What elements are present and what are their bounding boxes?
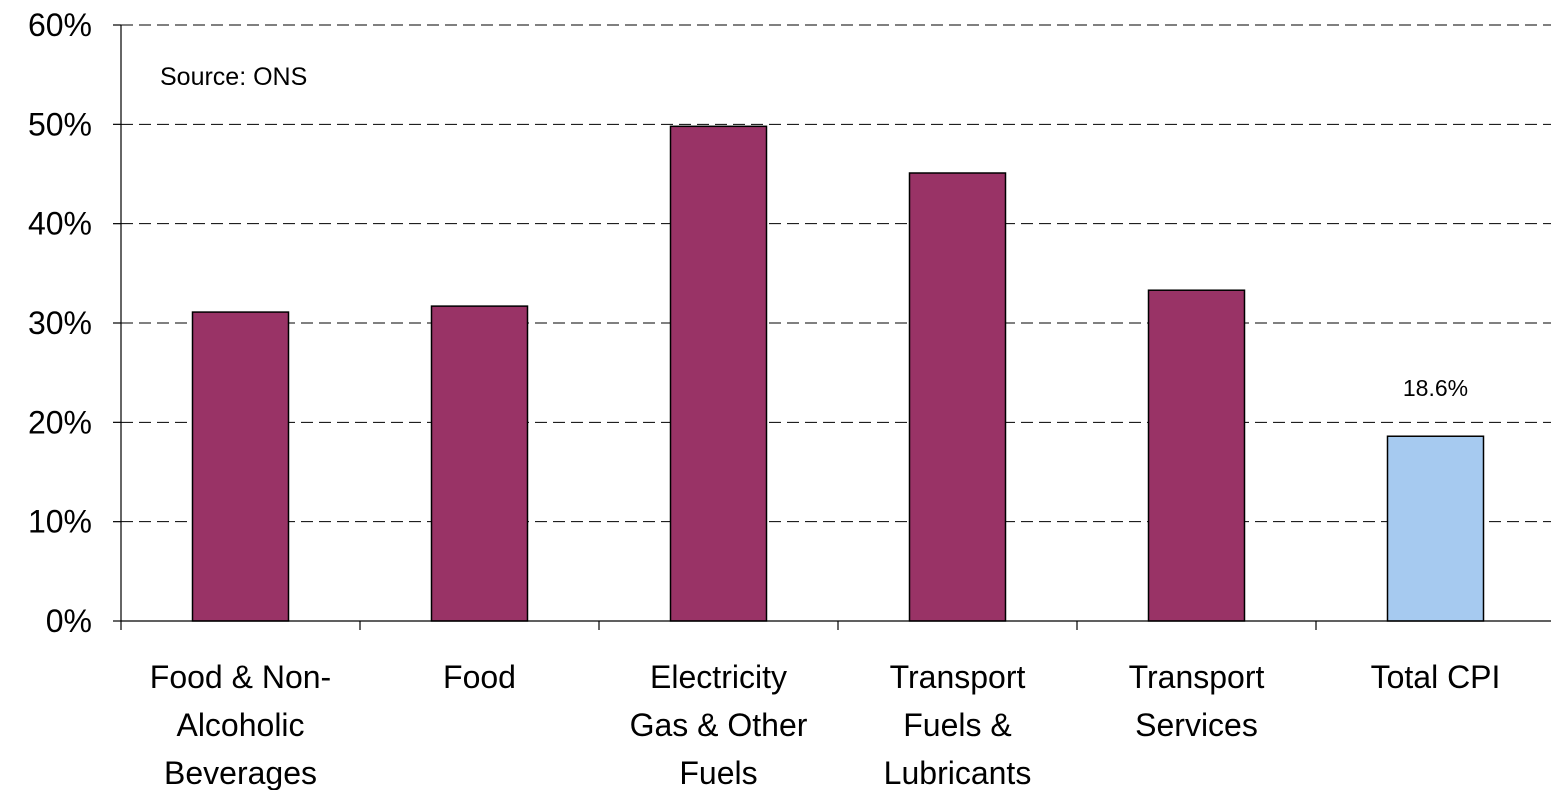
bar (430, 305, 529, 622)
data-label: 18.6% (1403, 375, 1468, 401)
y-tick-label: 40% (28, 206, 92, 242)
y-tick-label: 50% (28, 106, 92, 142)
category-label: Transport Fuels & Lubricants (884, 659, 1032, 790)
category-label: Food & Non-Alcoholic Beverages (150, 659, 331, 790)
y-tick-label: 30% (28, 305, 92, 341)
axes (120, 25, 1551, 630)
y-tick-label: 10% (28, 504, 92, 540)
x-axis-category-labels: Food & Non-Alcoholic Beverages Food Electri… (150, 659, 1501, 790)
bar (669, 125, 768, 622)
y-tick-label: 0% (46, 603, 92, 639)
bar (908, 172, 1007, 622)
gridlines (113, 24, 1551, 622)
bar (1147, 289, 1246, 622)
data-labels: 18.6% (1403, 375, 1468, 401)
y-tick-label: 60% (28, 7, 92, 43)
source-annotation: Source: ONS (160, 63, 307, 91)
category-label: Electricity Gas & Other Fuels (630, 659, 808, 790)
category-label: Total CPI (1371, 659, 1501, 695)
bars (191, 125, 1485, 622)
bar (1386, 435, 1485, 622)
category-label: Transport Services (1129, 659, 1265, 743)
y-tick-label: 20% (28, 404, 92, 440)
y-axis-tick-labels: 0% 10% 20% 30% 40% 50% 60% (28, 7, 92, 639)
category-label: Food (443, 659, 516, 695)
bar (191, 311, 290, 622)
